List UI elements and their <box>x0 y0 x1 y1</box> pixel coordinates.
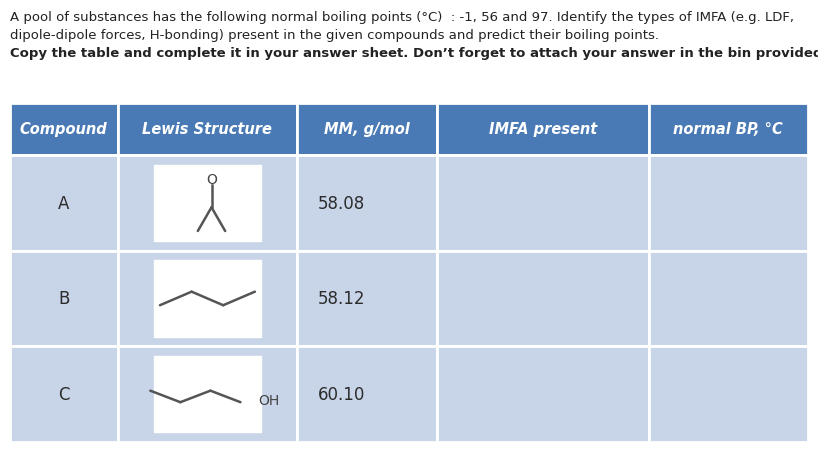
Bar <box>649 346 808 442</box>
Text: IMFA present: IMFA present <box>488 122 597 137</box>
Text: B: B <box>58 290 70 308</box>
Text: 60.10: 60.10 <box>318 385 366 403</box>
Bar <box>154 261 261 337</box>
Text: O: O <box>206 173 217 187</box>
Text: dipole-dipole forces, H-bonding) present in the given compounds and predict thei: dipole-dipole forces, H-bonding) present… <box>10 29 658 42</box>
Bar <box>10 156 118 251</box>
Bar <box>154 165 261 242</box>
Bar <box>297 346 437 442</box>
Bar <box>154 356 261 433</box>
Text: A: A <box>58 194 70 212</box>
Bar <box>297 104 437 156</box>
Bar <box>437 104 649 156</box>
Text: Compound: Compound <box>20 122 108 137</box>
Text: 58.12: 58.12 <box>318 290 366 308</box>
Text: C: C <box>58 385 70 403</box>
Bar <box>649 251 808 346</box>
Bar <box>10 251 118 346</box>
Text: OH: OH <box>258 393 280 407</box>
Bar <box>297 251 437 346</box>
Bar <box>297 156 437 251</box>
Bar <box>118 346 297 442</box>
Bar <box>437 156 649 251</box>
Bar <box>649 104 808 156</box>
Bar <box>10 104 118 156</box>
Bar <box>118 104 297 156</box>
Bar <box>118 156 297 251</box>
Text: A pool of substances has the following normal boiling points (°C)  : -1, 56 and : A pool of substances has the following n… <box>10 11 793 24</box>
Bar <box>437 251 649 346</box>
Bar <box>437 346 649 442</box>
Text: Lewis Structure: Lewis Structure <box>142 122 272 137</box>
Bar <box>649 156 808 251</box>
Text: MM, g/mol: MM, g/mol <box>324 122 410 137</box>
Text: normal BP, °C: normal BP, °C <box>673 122 783 137</box>
Bar <box>10 346 118 442</box>
Text: 58.08: 58.08 <box>318 194 366 212</box>
Text: Copy the table and complete it in your answer sheet. Don’t forget to attach your: Copy the table and complete it in your a… <box>10 47 818 60</box>
Bar <box>118 251 297 346</box>
